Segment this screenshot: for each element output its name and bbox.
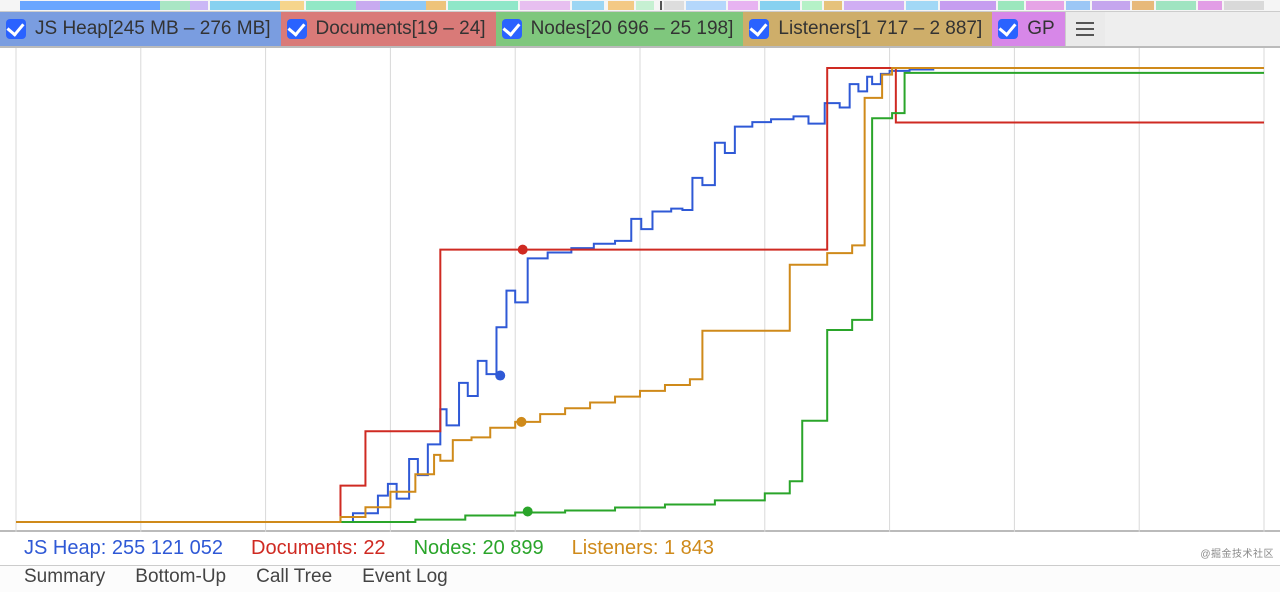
timeline-band [844,1,904,10]
bottom-tabs: Summary Bottom-Up Call Tree Event Log [0,566,1280,592]
timeline-band [20,1,160,10]
stat-documents: Documents: 22 [251,537,386,560]
memory-stats-bar: JS Heap: 255 121 052 Documents: 22 Nodes: … [0,532,1280,566]
timeline-band [728,1,758,10]
stat-listeners: Listeners: 1 843 [572,537,714,560]
timeline-band [1132,1,1154,10]
timeline-band [210,1,280,10]
timeline-band [306,1,356,10]
timeline-band [1198,1,1222,10]
counter-label: Listeners[1 717 – 2 887] [778,18,982,40]
counter-checkbox-nodes[interactable] [502,19,522,39]
memory-chart-svg [0,48,1280,532]
timeline-band [1026,1,1064,10]
memory-counters-toolbar: JS Heap[245 MB – 276 MB] Documents[19 – 2… [0,12,1280,48]
marker-documents [518,245,528,255]
hamburger-icon [1076,28,1094,30]
stat-nodes: Nodes: 20 899 [414,537,544,560]
marker-js-heap [495,371,505,381]
counter-chip-gpu[interactable]: GP [992,12,1064,46]
timeline-band [356,1,380,10]
memory-chart [0,48,1280,532]
timeline-band [448,1,518,10]
counter-label: GP [1027,18,1054,40]
timeline-band [760,1,800,10]
timeline-band [608,1,634,10]
timeline-band [426,1,446,10]
timeline-band [906,1,938,10]
tab-call-tree[interactable]: Call Tree [256,566,332,588]
timeline-band [998,1,1024,10]
timeline-band [636,1,654,10]
timeline-band [572,1,604,10]
timeline-band [686,1,726,10]
timeline-band [660,1,662,10]
tab-summary[interactable]: Summary [24,566,105,588]
timeline-band [160,1,190,10]
timeline-band [802,1,822,10]
counter-checkbox-jsheap[interactable] [6,19,26,39]
tab-event-log[interactable]: Event Log [362,566,448,588]
timeline-band [824,1,842,10]
timeline-band [190,1,208,10]
counter-checkbox-gpu[interactable] [998,19,1018,39]
counter-label: Documents[19 – 24] [316,18,486,40]
counter-label: JS Heap[245 MB – 276 MB] [35,18,271,40]
counter-chip-documents[interactable]: Documents[19 – 24] [281,12,496,46]
timeline-band [940,1,996,10]
counter-chip-listeners[interactable]: Listeners[1 717 – 2 887] [743,12,992,46]
timeline-band [1092,1,1130,10]
counter-checkbox-listeners[interactable] [749,19,769,39]
toolbar-menu-button[interactable] [1065,12,1105,46]
timeline-band [1224,1,1264,10]
timeline-overview-sliver [0,0,1280,12]
watermark: @掘金技术社区 [1200,545,1274,560]
counter-checkbox-documents[interactable] [287,19,307,39]
counter-label: Nodes[20 696 – 25 198] [531,18,734,40]
timeline-band [1066,1,1090,10]
counter-chip-nodes[interactable]: Nodes[20 696 – 25 198] [496,12,744,46]
timeline-band [1156,1,1196,10]
tab-bottom-up[interactable]: Bottom-Up [135,566,226,588]
timeline-band [380,1,426,10]
marker-nodes [523,507,533,517]
stat-js-heap: JS Heap: 255 121 052 [24,537,223,560]
timeline-band [280,1,304,10]
timeline-band [520,1,570,10]
counter-chip-jsheap[interactable]: JS Heap[245 MB – 276 MB] [0,12,281,46]
timeline-band [664,1,684,10]
marker-listeners [516,417,526,427]
